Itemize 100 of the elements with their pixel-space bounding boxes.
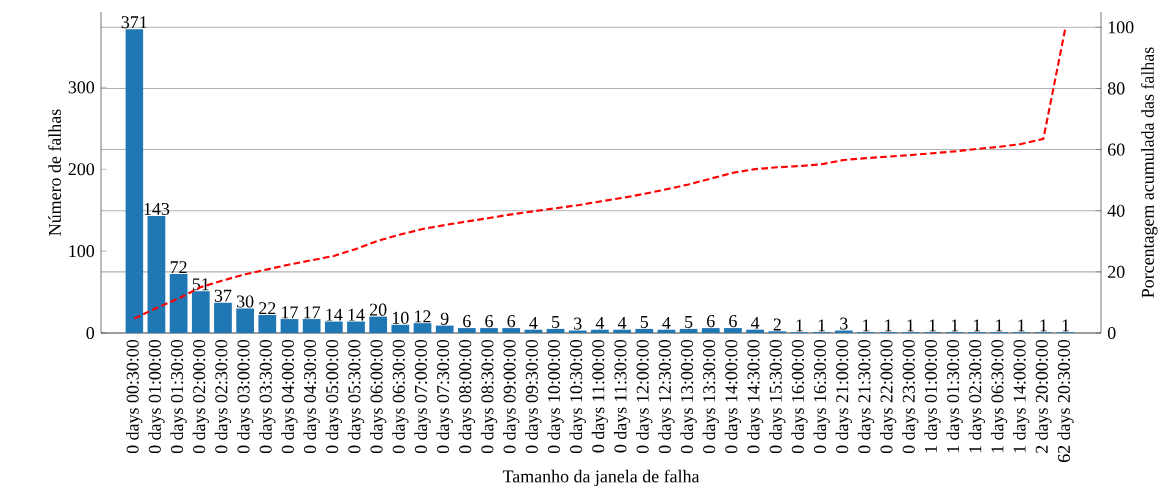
bar <box>502 328 521 333</box>
data-label: 22 <box>259 302 276 315</box>
y-axis-title: Número de falhas <box>48 109 61 236</box>
data-label: 6 <box>729 315 737 328</box>
bar <box>701 328 720 333</box>
data-label: 14 <box>348 308 365 321</box>
y2-tick-label: 80 <box>1107 82 1125 95</box>
data-label: 1 <box>973 319 981 332</box>
data-label: 1 <box>818 319 826 332</box>
bar <box>457 328 476 333</box>
data-label: 4 <box>529 316 538 329</box>
bar <box>435 325 454 333</box>
x-tick-label: 0 days 21:00:00 <box>835 339 852 454</box>
x-tick-label: 0 days 16:00:00 <box>791 339 808 454</box>
y-tick-label: 0 <box>86 326 95 340</box>
x-tick-label: 0 days 06:30:00 <box>392 339 409 454</box>
data-label: 6 <box>485 315 493 328</box>
x-tick-label: 0 days 03:00:00 <box>236 339 254 454</box>
data-label: 14 <box>326 308 343 321</box>
data-label: 2 <box>773 318 781 331</box>
y2-tick-label: 60 <box>1108 143 1125 156</box>
data-label: 1 <box>907 319 914 332</box>
x-tick-label: 0 days 07:00:00 <box>414 339 431 454</box>
bar <box>480 328 498 333</box>
bar <box>635 328 654 333</box>
bar <box>546 328 565 333</box>
bar <box>125 29 144 333</box>
data-label: 51 <box>192 278 209 291</box>
data-label: 1 <box>1040 319 1047 332</box>
data-label: 30 <box>237 295 254 308</box>
bar <box>413 323 432 333</box>
data-label: 1 <box>1018 319 1025 332</box>
bar <box>591 329 609 333</box>
bar <box>391 324 410 333</box>
bar <box>147 215 166 333</box>
data-label: 4 <box>662 316 671 329</box>
x-tick-label: 0 days 14:00:00 <box>724 339 742 454</box>
x-tick-label: 0 days 05:00:00 <box>325 339 342 454</box>
x-tick-label: 0 days 09:00:00 <box>503 339 520 454</box>
data-label: 6 <box>507 315 516 328</box>
x-tick-label: 0 days 08:00:00 <box>458 339 476 454</box>
x-tick-label: 0 days 00:30:00 <box>126 339 143 454</box>
data-label: 17 <box>304 306 321 319</box>
x-tick-label: 1 days 01:30:00 <box>946 339 963 453</box>
x-axis-title: Tamanho da janela de falha <box>502 469 700 487</box>
data-label: 4 <box>617 316 627 329</box>
x-tick-label: 0 days 21:30:00 <box>857 339 875 454</box>
x-tick-label: 0 days 22:00:00 <box>880 339 897 454</box>
bar <box>191 291 210 333</box>
x-tick-label: 1 days 14:00:00 <box>1013 339 1030 453</box>
y2-axis-title: Porcentagem acumulada das falhas <box>1141 47 1158 298</box>
bar <box>169 274 188 333</box>
x-tick-label: 0 days 06:00:00 <box>370 339 387 454</box>
x-tick-label: 62 days 20:30:00 <box>1057 339 1074 463</box>
x-tick-label: 1 days 06:30:00 <box>990 339 1008 453</box>
data-label: 1 <box>863 319 870 332</box>
data-label: 3 <box>840 317 848 330</box>
bar <box>746 329 764 333</box>
data-label: 6 <box>463 315 471 328</box>
data-label: 5 <box>640 316 649 328</box>
data-label: 17 <box>282 306 298 319</box>
y2-tick-label: 100 <box>1108 21 1134 34</box>
data-label: 3 <box>574 317 582 330</box>
x-tick-label: 0 days 10:00:00 <box>547 339 564 454</box>
data-label: 4 <box>750 316 760 329</box>
x-tick-label: 0 days 15:30:00 <box>769 339 786 454</box>
data-label: 1 <box>1062 319 1069 332</box>
bar <box>613 329 631 333</box>
x-tick-label: 2 days 20:00:00 <box>1035 339 1052 454</box>
bar <box>258 314 277 333</box>
bar <box>347 321 365 333</box>
x-tick-label: 1 days 02:30:00 <box>968 339 985 453</box>
data-label: 10 <box>392 311 409 324</box>
data-label: 6 <box>707 315 715 328</box>
x-tick-label: 0 days 04:00:00 <box>281 339 298 454</box>
x-tick-label: 0 days 12:00:00 <box>636 339 653 454</box>
x-tick-label: 0 days 14:30:00 <box>746 339 764 454</box>
data-label: 4 <box>595 316 605 329</box>
y2-tick-label: 20 <box>1108 265 1125 278</box>
data-label: 12 <box>415 310 431 323</box>
x-tick-label: 0 days 01:30:00 <box>170 339 187 454</box>
x-tick-label: 0 days 16:30:00 <box>813 339 830 454</box>
data-label: 1 <box>996 319 1003 332</box>
x-tick-label: 0 days 02:00:00 <box>192 339 209 454</box>
y-tick-label: 200 <box>68 163 95 176</box>
bar <box>302 319 321 333</box>
x-tick-label: 0 days 11:00:00 <box>591 339 609 453</box>
bar <box>679 328 698 333</box>
data-label: 72 <box>170 261 187 274</box>
y-tick-label: 100 <box>69 245 95 258</box>
bar <box>214 302 232 333</box>
data-label: 1 <box>796 319 803 332</box>
x-tick-label: 0 days 08:30:00 <box>480 339 498 454</box>
bar <box>724 328 742 333</box>
data-label: 5 <box>685 316 693 328</box>
data-label: 9 <box>440 312 449 325</box>
x-tick-label: 0 days 01:00:00 <box>148 339 165 454</box>
x-tick-label: 0 days 09:30:00 <box>525 339 542 454</box>
data-label: 20 <box>369 303 387 316</box>
x-tick-label: 1 days 01:00:00 <box>924 339 941 453</box>
